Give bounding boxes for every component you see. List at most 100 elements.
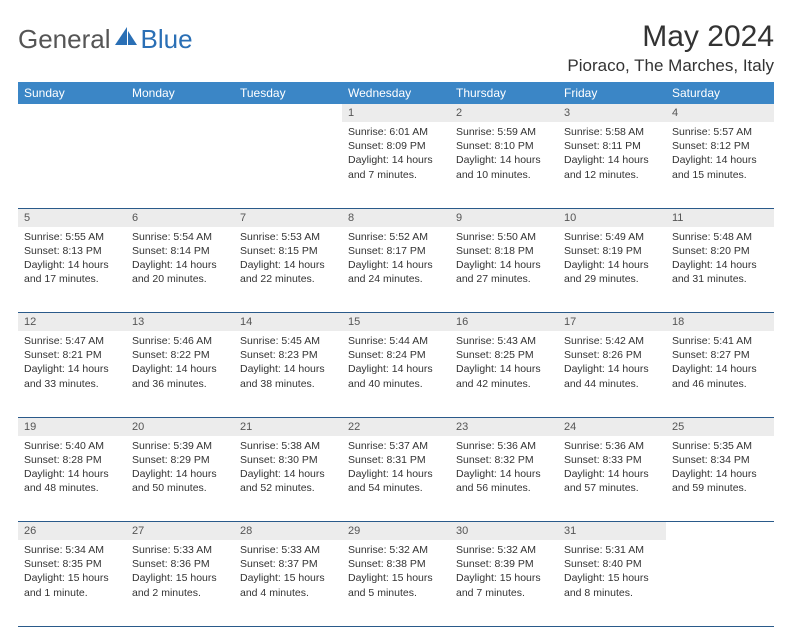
day-number-cell: 27 bbox=[126, 522, 234, 541]
daylight-text: Daylight: 14 hours and 27 minutes. bbox=[456, 258, 552, 286]
day-details: Sunrise: 5:54 AMSunset: 8:14 PMDaylight:… bbox=[126, 227, 234, 291]
day-cell: Sunrise: 5:47 AMSunset: 8:21 PMDaylight:… bbox=[18, 331, 126, 417]
day-number-cell: 16 bbox=[450, 313, 558, 332]
sunset-text: Sunset: 8:13 PM bbox=[24, 244, 120, 258]
daylight-text: Daylight: 15 hours and 4 minutes. bbox=[240, 571, 336, 599]
weekday-header: Tuesday bbox=[234, 82, 342, 104]
day-number-cell: 30 bbox=[450, 522, 558, 541]
day-cell: Sunrise: 5:59 AMSunset: 8:10 PMDaylight:… bbox=[450, 122, 558, 208]
brand-part1: General bbox=[18, 24, 111, 55]
daylight-text: Daylight: 14 hours and 10 minutes. bbox=[456, 153, 552, 181]
day-number-cell: 13 bbox=[126, 313, 234, 332]
day-number-cell: 18 bbox=[666, 313, 774, 332]
day-details: Sunrise: 5:43 AMSunset: 8:25 PMDaylight:… bbox=[450, 331, 558, 395]
day-number-cell: 23 bbox=[450, 417, 558, 436]
day-details: Sunrise: 5:53 AMSunset: 8:15 PMDaylight:… bbox=[234, 227, 342, 291]
daylight-text: Daylight: 15 hours and 7 minutes. bbox=[456, 571, 552, 599]
sunrise-text: Sunrise: 5:33 AM bbox=[240, 543, 336, 557]
day-cell: Sunrise: 5:57 AMSunset: 8:12 PMDaylight:… bbox=[666, 122, 774, 208]
sunset-text: Sunset: 8:24 PM bbox=[348, 348, 444, 362]
day-cell: Sunrise: 5:52 AMSunset: 8:17 PMDaylight:… bbox=[342, 227, 450, 313]
day-cell: Sunrise: 5:33 AMSunset: 8:37 PMDaylight:… bbox=[234, 540, 342, 626]
day-details: Sunrise: 5:33 AMSunset: 8:36 PMDaylight:… bbox=[126, 540, 234, 604]
day-cell: Sunrise: 5:41 AMSunset: 8:27 PMDaylight:… bbox=[666, 331, 774, 417]
day-cell: Sunrise: 5:54 AMSunset: 8:14 PMDaylight:… bbox=[126, 227, 234, 313]
sunset-text: Sunset: 8:15 PM bbox=[240, 244, 336, 258]
day-cell: Sunrise: 5:36 AMSunset: 8:33 PMDaylight:… bbox=[558, 436, 666, 522]
sunset-text: Sunset: 8:20 PM bbox=[672, 244, 768, 258]
day-cell: Sunrise: 5:55 AMSunset: 8:13 PMDaylight:… bbox=[18, 227, 126, 313]
day-cell: Sunrise: 5:48 AMSunset: 8:20 PMDaylight:… bbox=[666, 227, 774, 313]
daylight-text: Daylight: 14 hours and 59 minutes. bbox=[672, 467, 768, 495]
sunset-text: Sunset: 8:11 PM bbox=[564, 139, 660, 153]
day-number-row: 567891011 bbox=[18, 208, 774, 227]
day-details: Sunrise: 5:39 AMSunset: 8:29 PMDaylight:… bbox=[126, 436, 234, 500]
weekday-header: Thursday bbox=[450, 82, 558, 104]
daylight-text: Daylight: 14 hours and 48 minutes. bbox=[24, 467, 120, 495]
weekday-header: Sunday bbox=[18, 82, 126, 104]
day-details: Sunrise: 5:32 AMSunset: 8:39 PMDaylight:… bbox=[450, 540, 558, 604]
day-cell bbox=[234, 122, 342, 208]
brand-part2: Blue bbox=[141, 24, 193, 55]
week-row: Sunrise: 5:55 AMSunset: 8:13 PMDaylight:… bbox=[18, 227, 774, 313]
page-header: General Blue May 2024 Pioraco, The March… bbox=[18, 20, 774, 76]
day-cell bbox=[126, 122, 234, 208]
sunset-text: Sunset: 8:31 PM bbox=[348, 453, 444, 467]
sunset-text: Sunset: 8:37 PM bbox=[240, 557, 336, 571]
day-details: Sunrise: 5:41 AMSunset: 8:27 PMDaylight:… bbox=[666, 331, 774, 395]
day-number-cell: 31 bbox=[558, 522, 666, 541]
sunset-text: Sunset: 8:21 PM bbox=[24, 348, 120, 362]
weekday-header-row: SundayMondayTuesdayWednesdayThursdayFrid… bbox=[18, 82, 774, 104]
sunrise-text: Sunrise: 6:01 AM bbox=[348, 125, 444, 139]
day-cell bbox=[18, 122, 126, 208]
title-block: May 2024 Pioraco, The Marches, Italy bbox=[567, 20, 774, 76]
day-cell: Sunrise: 5:36 AMSunset: 8:32 PMDaylight:… bbox=[450, 436, 558, 522]
day-details: Sunrise: 5:50 AMSunset: 8:18 PMDaylight:… bbox=[450, 227, 558, 291]
daylight-text: Daylight: 14 hours and 33 minutes. bbox=[24, 362, 120, 390]
day-number-cell: 11 bbox=[666, 208, 774, 227]
day-number-row: 19202122232425 bbox=[18, 417, 774, 436]
day-details: Sunrise: 5:40 AMSunset: 8:28 PMDaylight:… bbox=[18, 436, 126, 500]
daylight-text: Daylight: 14 hours and 24 minutes. bbox=[348, 258, 444, 286]
sunset-text: Sunset: 8:29 PM bbox=[132, 453, 228, 467]
day-details: Sunrise: 5:46 AMSunset: 8:22 PMDaylight:… bbox=[126, 331, 234, 395]
day-details: Sunrise: 5:55 AMSunset: 8:13 PMDaylight:… bbox=[18, 227, 126, 291]
day-cell: Sunrise: 5:50 AMSunset: 8:18 PMDaylight:… bbox=[450, 227, 558, 313]
daylight-text: Daylight: 14 hours and 44 minutes. bbox=[564, 362, 660, 390]
day-number-cell: 10 bbox=[558, 208, 666, 227]
sunset-text: Sunset: 8:14 PM bbox=[132, 244, 228, 258]
day-number-cell bbox=[666, 522, 774, 541]
daylight-text: Daylight: 14 hours and 20 minutes. bbox=[132, 258, 228, 286]
sunrise-text: Sunrise: 5:59 AM bbox=[456, 125, 552, 139]
day-number-cell: 22 bbox=[342, 417, 450, 436]
sunrise-text: Sunrise: 5:34 AM bbox=[24, 543, 120, 557]
weekday-header: Friday bbox=[558, 82, 666, 104]
day-details: Sunrise: 5:36 AMSunset: 8:33 PMDaylight:… bbox=[558, 436, 666, 500]
day-details: Sunrise: 5:45 AMSunset: 8:23 PMDaylight:… bbox=[234, 331, 342, 395]
day-number-cell: 5 bbox=[18, 208, 126, 227]
day-cell: Sunrise: 5:43 AMSunset: 8:25 PMDaylight:… bbox=[450, 331, 558, 417]
daylight-text: Daylight: 14 hours and 7 minutes. bbox=[348, 153, 444, 181]
sunset-text: Sunset: 8:09 PM bbox=[348, 139, 444, 153]
sunrise-text: Sunrise: 5:54 AM bbox=[132, 230, 228, 244]
sunset-text: Sunset: 8:33 PM bbox=[564, 453, 660, 467]
day-number-cell: 28 bbox=[234, 522, 342, 541]
day-cell: Sunrise: 5:37 AMSunset: 8:31 PMDaylight:… bbox=[342, 436, 450, 522]
sunset-text: Sunset: 8:19 PM bbox=[564, 244, 660, 258]
calendar-table: SundayMondayTuesdayWednesdayThursdayFrid… bbox=[18, 82, 774, 627]
day-details: Sunrise: 5:57 AMSunset: 8:12 PMDaylight:… bbox=[666, 122, 774, 186]
sunset-text: Sunset: 8:28 PM bbox=[24, 453, 120, 467]
day-number-cell: 15 bbox=[342, 313, 450, 332]
day-cell: Sunrise: 5:35 AMSunset: 8:34 PMDaylight:… bbox=[666, 436, 774, 522]
daylight-text: Daylight: 15 hours and 1 minute. bbox=[24, 571, 120, 599]
day-details: Sunrise: 5:35 AMSunset: 8:34 PMDaylight:… bbox=[666, 436, 774, 500]
sail-icon bbox=[113, 25, 139, 54]
weekday-header: Saturday bbox=[666, 82, 774, 104]
day-number-cell: 1 bbox=[342, 104, 450, 122]
day-cell: Sunrise: 5:58 AMSunset: 8:11 PMDaylight:… bbox=[558, 122, 666, 208]
sunrise-text: Sunrise: 5:38 AM bbox=[240, 439, 336, 453]
daylight-text: Daylight: 14 hours and 50 minutes. bbox=[132, 467, 228, 495]
week-row: Sunrise: 5:34 AMSunset: 8:35 PMDaylight:… bbox=[18, 540, 774, 626]
day-number-row: 262728293031 bbox=[18, 522, 774, 541]
sunrise-text: Sunrise: 5:43 AM bbox=[456, 334, 552, 348]
